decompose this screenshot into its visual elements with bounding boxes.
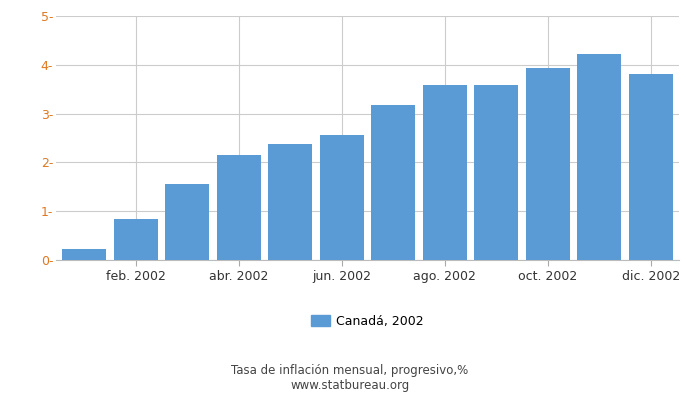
Legend: Canadá, 2002: Canadá, 2002 — [306, 310, 429, 333]
Bar — [526, 68, 570, 260]
Text: Tasa de inflación mensual, progresivo,%
www.statbureau.org: Tasa de inflación mensual, progresivo,% … — [232, 364, 468, 392]
Bar — [578, 54, 621, 260]
Bar — [268, 144, 312, 260]
Bar — [372, 105, 415, 260]
Bar — [320, 134, 363, 260]
Bar — [423, 85, 467, 260]
Bar — [114, 218, 158, 260]
Bar — [629, 74, 673, 260]
Bar — [165, 184, 209, 260]
Bar — [217, 155, 260, 260]
Bar — [475, 85, 518, 260]
Bar — [62, 249, 106, 260]
